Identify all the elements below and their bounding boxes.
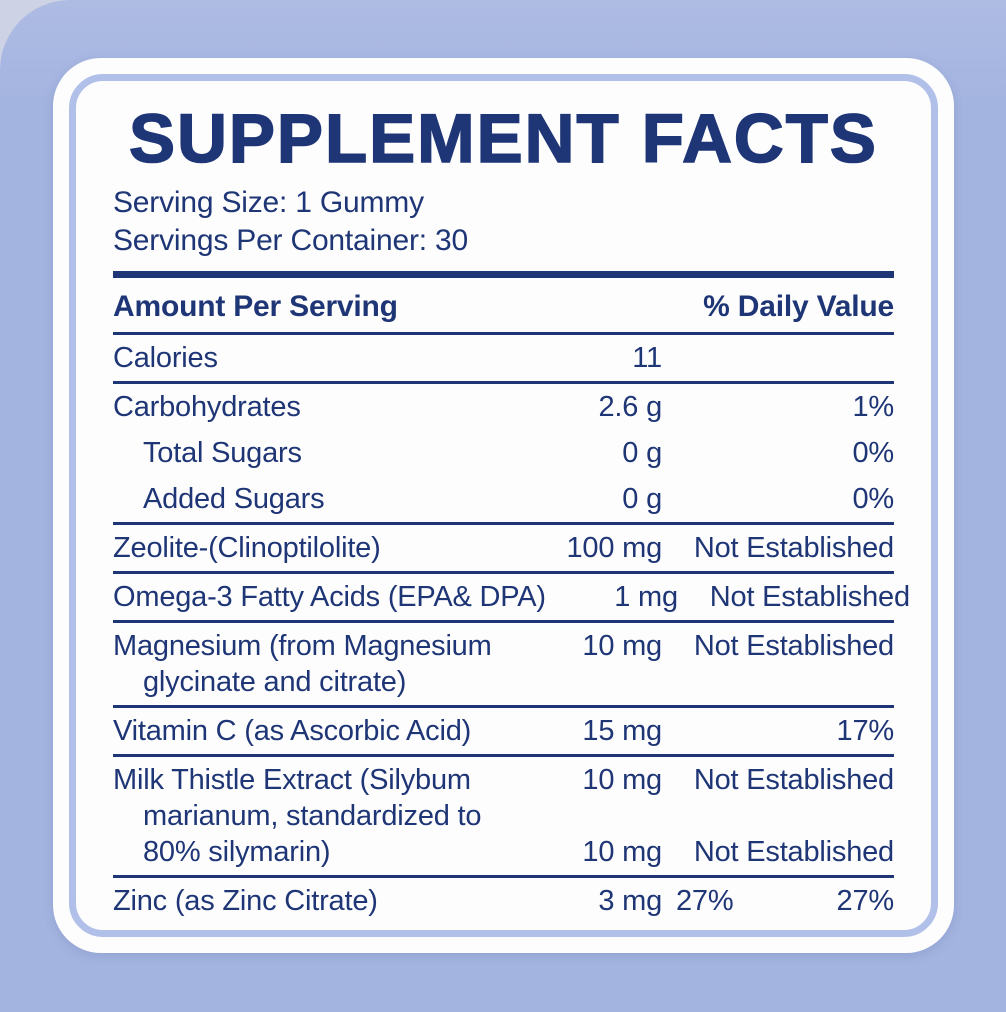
row-divider xyxy=(113,332,894,335)
nutrient-amount: 11 xyxy=(632,342,662,374)
nutrient-daily-value: Not Established xyxy=(693,532,894,564)
top-thick-rule xyxy=(113,271,894,278)
table-row-magnesium: Magnesium (from Magnesium glycinate and … xyxy=(113,623,894,705)
nutrient-name: Magnesium (from Magnesium glycinate and … xyxy=(113,628,530,700)
amount-per-serving-header: Amount Per Serving xyxy=(113,290,398,323)
row-divider xyxy=(113,875,894,878)
table-row-milk-thistle: Milk Thistle Extract (Silybum marianum, … xyxy=(113,757,894,875)
row-divider xyxy=(113,620,894,623)
nutrient-daily-value: 1% xyxy=(852,391,894,423)
serving-size-line: Serving Size: 1 Gummy xyxy=(113,186,424,219)
nutrient-name: Omega-3 Fatty Acids (EPA& DPA) xyxy=(113,581,546,613)
nutrient-amount: 1 mg xyxy=(614,581,678,613)
nutrient-daily-value: Not Established xyxy=(693,764,894,796)
nutrient-amount: 3 mg xyxy=(598,885,662,917)
page-title: SUPPLEMENT FACTS xyxy=(128,100,878,177)
nutrient-name: Total Sugars xyxy=(143,437,302,469)
table-row-calories: Calories 11 xyxy=(113,335,894,381)
nutrient-daily-value: Not Established xyxy=(709,581,910,613)
nutrient-name: Milk Thistle Extract (Silybum marianum, … xyxy=(113,762,530,870)
zinc-dv-right: 27% xyxy=(836,885,895,917)
daily-value-header: % Daily Value xyxy=(703,290,894,323)
nutrient-daily-value: 27% 27% xyxy=(676,883,894,919)
nutrient-name: Calories xyxy=(113,342,218,374)
nutrient-name: Zeolite-(Clinoptilolite) xyxy=(113,532,381,564)
nutrient-name: Carbohydrates xyxy=(113,391,301,423)
servings-per-container-line: Servings Per Container: 30 xyxy=(113,224,468,257)
card-inner-border: SUPPLEMENT FACTS Serving Size: 1 Gummy S… xyxy=(69,74,938,937)
nutrient-amount: 0 g xyxy=(622,437,662,469)
nutrient-amount: 0 g xyxy=(622,483,662,515)
row-divider xyxy=(113,381,894,384)
nutrient-name-line3: 80% silymarin) xyxy=(143,836,331,868)
nutrient-name-line2: marianum, standardized to xyxy=(143,800,482,832)
nutrient-daily-value: Not Established xyxy=(693,630,894,662)
supplement-facts-card: SUPPLEMENT FACTS Serving Size: 1 Gummy S… xyxy=(53,58,954,953)
nutrient-amount: 10 mg xyxy=(582,630,662,662)
nutrient-name: Vitamin C (as Ascorbic Acid) xyxy=(113,715,472,747)
nutrient-amount: 100 mg xyxy=(566,532,662,564)
row-divider xyxy=(113,571,894,574)
nutrient-daily-value: 0% xyxy=(852,483,894,515)
table-row-total-sugars: Total Sugars 0 g 0% xyxy=(113,430,894,476)
row-divider xyxy=(113,705,894,708)
zinc-dv-left: 27% xyxy=(676,885,734,917)
nutrient-name: Zinc (as Zinc Citrate) xyxy=(113,885,378,917)
row-divider xyxy=(113,522,894,525)
nutrient-daily-value: 0% xyxy=(852,437,894,469)
nutrient-daily-value-secondary: Not Established xyxy=(693,836,894,868)
table-row-omega3: Omega-3 Fatty Acids (EPA& DPA) 1 mg Not … xyxy=(113,574,910,620)
nutrient-amount: 2.6 g xyxy=(598,391,663,423)
nutrient-amount-secondary: 10 mg xyxy=(582,836,662,868)
nutrient-name-line1: Magnesium (from Magnesium xyxy=(113,630,492,662)
nutrient-name-line1: Milk Thistle Extract (Silybum xyxy=(113,764,471,796)
table-row-zeolite: Zeolite-(Clinoptilolite) 100 mg Not Esta… xyxy=(113,525,894,571)
nutrient-name-line2: glycinate and citrate) xyxy=(143,666,407,698)
nutrient-daily-value: 17% xyxy=(836,715,895,747)
table-header-row: Amount Per Serving % Daily Value xyxy=(113,278,894,332)
nutrient-amount: 10 mg xyxy=(582,764,662,796)
table-row-carbohydrates: Carbohydrates 2.6 g 1% xyxy=(113,384,894,430)
table-row-zinc: Zinc (as Zinc Citrate) 3 mg 27% 27% xyxy=(113,878,894,924)
nutrient-amount: 15 mg xyxy=(582,715,662,747)
row-divider xyxy=(113,754,894,757)
table-row-added-sugars: Added Sugars 0 g 0% xyxy=(113,476,894,522)
nutrient-name: Added Sugars xyxy=(143,483,325,515)
table-row-vitamin-c: Vitamin C (as Ascorbic Acid) 15 mg 17% xyxy=(113,708,894,754)
serving-info: Serving Size: 1 Gummy Servings Per Conta… xyxy=(113,184,894,260)
